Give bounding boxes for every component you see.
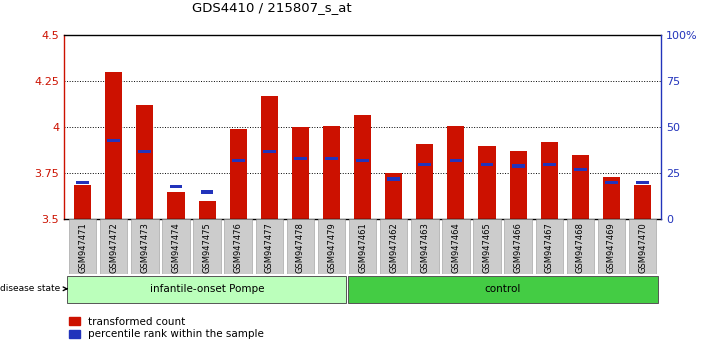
Bar	[137, 105, 154, 219]
Text: GSM947464: GSM947464	[451, 222, 461, 273]
Bar	[201, 190, 213, 194]
Text: GSM947477: GSM947477	[264, 222, 274, 273]
Bar	[323, 126, 340, 219]
Text: GSM947461: GSM947461	[358, 222, 367, 273]
Bar	[263, 150, 276, 153]
Bar	[292, 127, 309, 219]
Bar	[535, 219, 563, 274]
Bar	[255, 219, 283, 274]
Bar	[325, 157, 338, 160]
Text: GSM947465: GSM947465	[483, 222, 491, 273]
Bar	[349, 219, 376, 274]
Bar	[481, 162, 493, 166]
Bar	[318, 219, 345, 274]
Text: GSM947463: GSM947463	[420, 222, 429, 273]
Bar	[479, 146, 496, 219]
Bar	[230, 129, 247, 219]
Legend: transformed count, percentile rank within the sample: transformed count, percentile rank withi…	[69, 317, 264, 339]
Text: GSM947476: GSM947476	[234, 222, 242, 273]
Bar	[510, 152, 527, 219]
Bar	[411, 219, 439, 274]
Text: GSM947471: GSM947471	[78, 222, 87, 273]
Bar	[162, 219, 190, 274]
Bar	[69, 219, 96, 274]
Bar	[198, 201, 215, 219]
Bar	[418, 162, 432, 166]
Text: GSM947475: GSM947475	[203, 222, 212, 273]
Bar	[540, 142, 558, 219]
Text: GSM947473: GSM947473	[140, 222, 149, 273]
Text: GSM947469: GSM947469	[607, 222, 616, 273]
Text: GSM947474: GSM947474	[171, 222, 181, 273]
Bar	[356, 159, 369, 162]
Text: GSM947468: GSM947468	[576, 222, 585, 273]
Bar	[131, 219, 159, 274]
Text: disease state: disease state	[0, 284, 67, 293]
Text: GSM947478: GSM947478	[296, 222, 305, 273]
Text: control: control	[485, 284, 521, 294]
Bar	[67, 276, 346, 303]
Bar	[605, 181, 618, 184]
Bar	[387, 177, 400, 181]
Bar	[567, 219, 594, 274]
Bar	[629, 219, 656, 274]
Bar	[105, 72, 122, 219]
Bar	[416, 144, 434, 219]
Bar	[348, 276, 658, 303]
Text: GSM947466: GSM947466	[513, 222, 523, 273]
Bar	[442, 219, 469, 274]
Bar	[167, 192, 185, 219]
Bar	[139, 150, 151, 153]
Bar	[634, 184, 651, 219]
Bar	[385, 173, 402, 219]
Bar	[636, 181, 649, 184]
Bar	[225, 219, 252, 274]
Text: GDS4410 / 215807_s_at: GDS4410 / 215807_s_at	[192, 1, 352, 14]
Bar	[294, 157, 307, 160]
Bar	[572, 155, 589, 219]
Text: GSM947462: GSM947462	[389, 222, 398, 273]
Text: GSM947467: GSM947467	[545, 222, 554, 273]
Bar	[74, 184, 91, 219]
Bar	[169, 185, 183, 188]
Bar	[449, 159, 462, 162]
Bar	[261, 96, 278, 219]
Bar	[354, 115, 371, 219]
Bar	[107, 139, 120, 142]
Text: GSM947470: GSM947470	[638, 222, 647, 273]
Text: GSM947472: GSM947472	[109, 222, 118, 273]
Bar	[100, 219, 127, 274]
Text: GSM947479: GSM947479	[327, 222, 336, 273]
Bar	[287, 219, 314, 274]
Bar	[232, 159, 245, 162]
Bar	[542, 162, 556, 166]
Bar	[598, 219, 625, 274]
Bar	[380, 219, 407, 274]
Bar	[193, 219, 220, 274]
Bar	[574, 168, 587, 171]
Bar	[512, 165, 525, 168]
Bar	[76, 181, 89, 184]
Bar	[474, 219, 501, 274]
Text: infantile-onset Pompe: infantile-onset Pompe	[149, 284, 264, 294]
Bar	[447, 126, 464, 219]
Bar	[603, 177, 620, 219]
Bar	[504, 219, 532, 274]
